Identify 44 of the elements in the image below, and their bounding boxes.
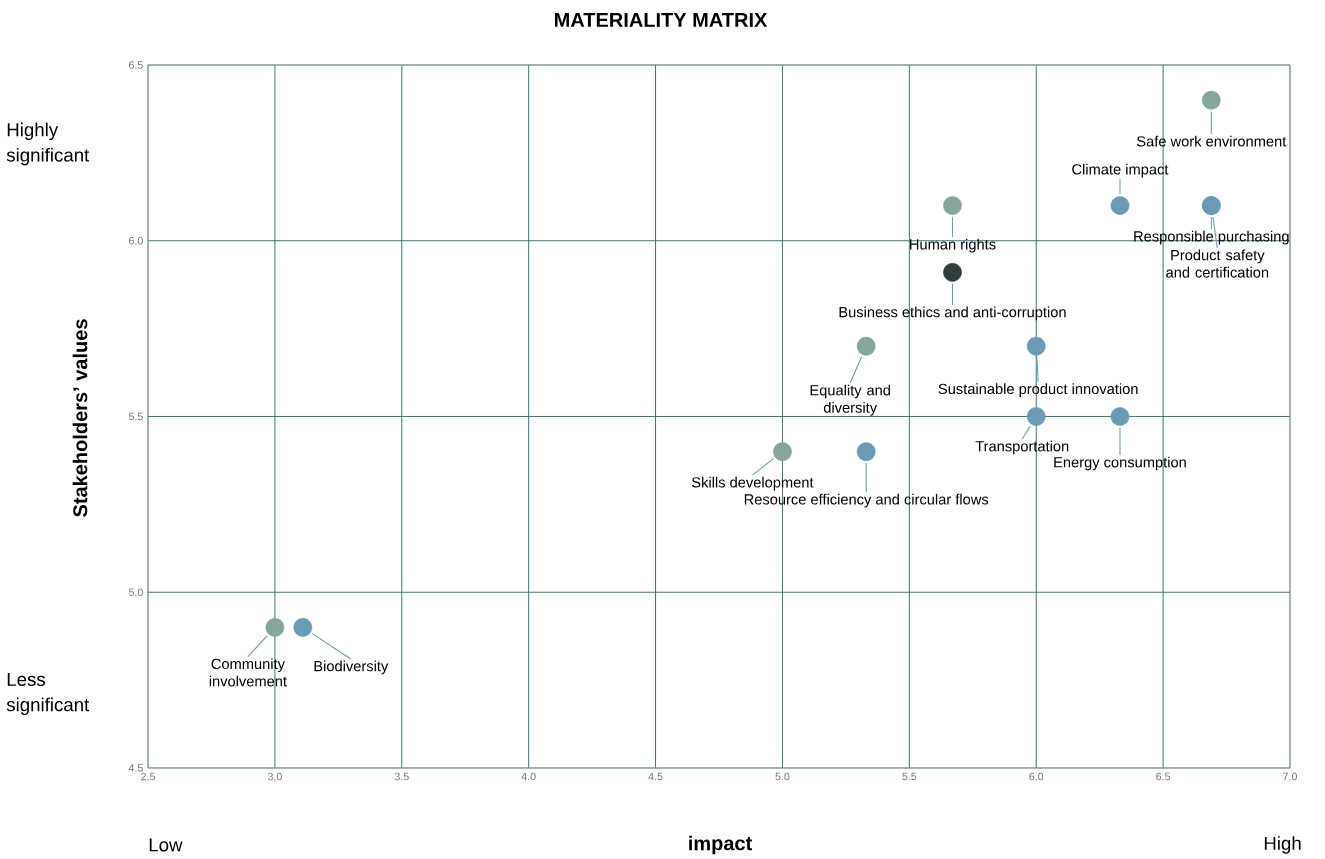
annotation: Biodiversity: [314, 660, 389, 675]
point: [1110, 407, 1130, 426]
point: [1201, 90, 1221, 110]
x-axis-title: impact: [689, 835, 752, 855]
x-tick-label: 2.5: [141, 772, 155, 781]
point: [1026, 407, 1046, 426]
annotation: Equality and diversity: [810, 384, 890, 416]
point: [293, 618, 313, 637]
x-tick-label: 7.0: [1283, 772, 1297, 781]
text: High: [1264, 836, 1301, 854]
y-tick-label: 6.0: [129, 236, 143, 245]
point: [773, 442, 792, 461]
point: [856, 336, 876, 356]
point: [856, 442, 876, 461]
annotation: Safe work environment: [1137, 135, 1287, 147]
x-tick-label: 5.0: [775, 772, 790, 781]
x-tick-label: 6.0: [1029, 772, 1044, 781]
text: Highly significant: [6, 122, 90, 166]
text: Low: [149, 838, 183, 852]
x-tick-label: 3.0: [267, 772, 282, 781]
y-axis-title: Stakeholders’ values: [72, 319, 88, 517]
annotation: Sustainable product innovation: [938, 383, 1138, 398]
point: [265, 618, 285, 637]
y-tick-label: 5.5: [128, 412, 143, 421]
x-tick-label: 3.5: [394, 772, 409, 781]
y-tick-label: 4.5: [128, 764, 143, 772]
annotation: Product safety and certification: [1166, 249, 1269, 278]
y-tick-label: 6.5: [129, 61, 143, 69]
annotation: Transportation: [975, 440, 1069, 455]
y-tick-label: 5.0: [128, 588, 143, 597]
point: [1026, 336, 1046, 356]
x-tick-label: 5.5: [902, 772, 917, 781]
annotation: Climate impact: [1072, 163, 1169, 178]
point: [943, 263, 962, 282]
x-tick-label: 4.5: [648, 772, 663, 781]
point: [1110, 196, 1130, 215]
x-tick-label: 4.0: [521, 772, 536, 781]
annotation: Community involvement: [209, 658, 287, 687]
x-tick-label: 6.5: [1156, 772, 1171, 781]
text: Less significant: [6, 672, 90, 715]
annotation: Human rights: [910, 238, 996, 253]
annotation: Energy consumption: [1054, 456, 1186, 471]
point: [943, 196, 962, 215]
chart-title: MATERIALITY MATRIX: [555, 13, 768, 27]
